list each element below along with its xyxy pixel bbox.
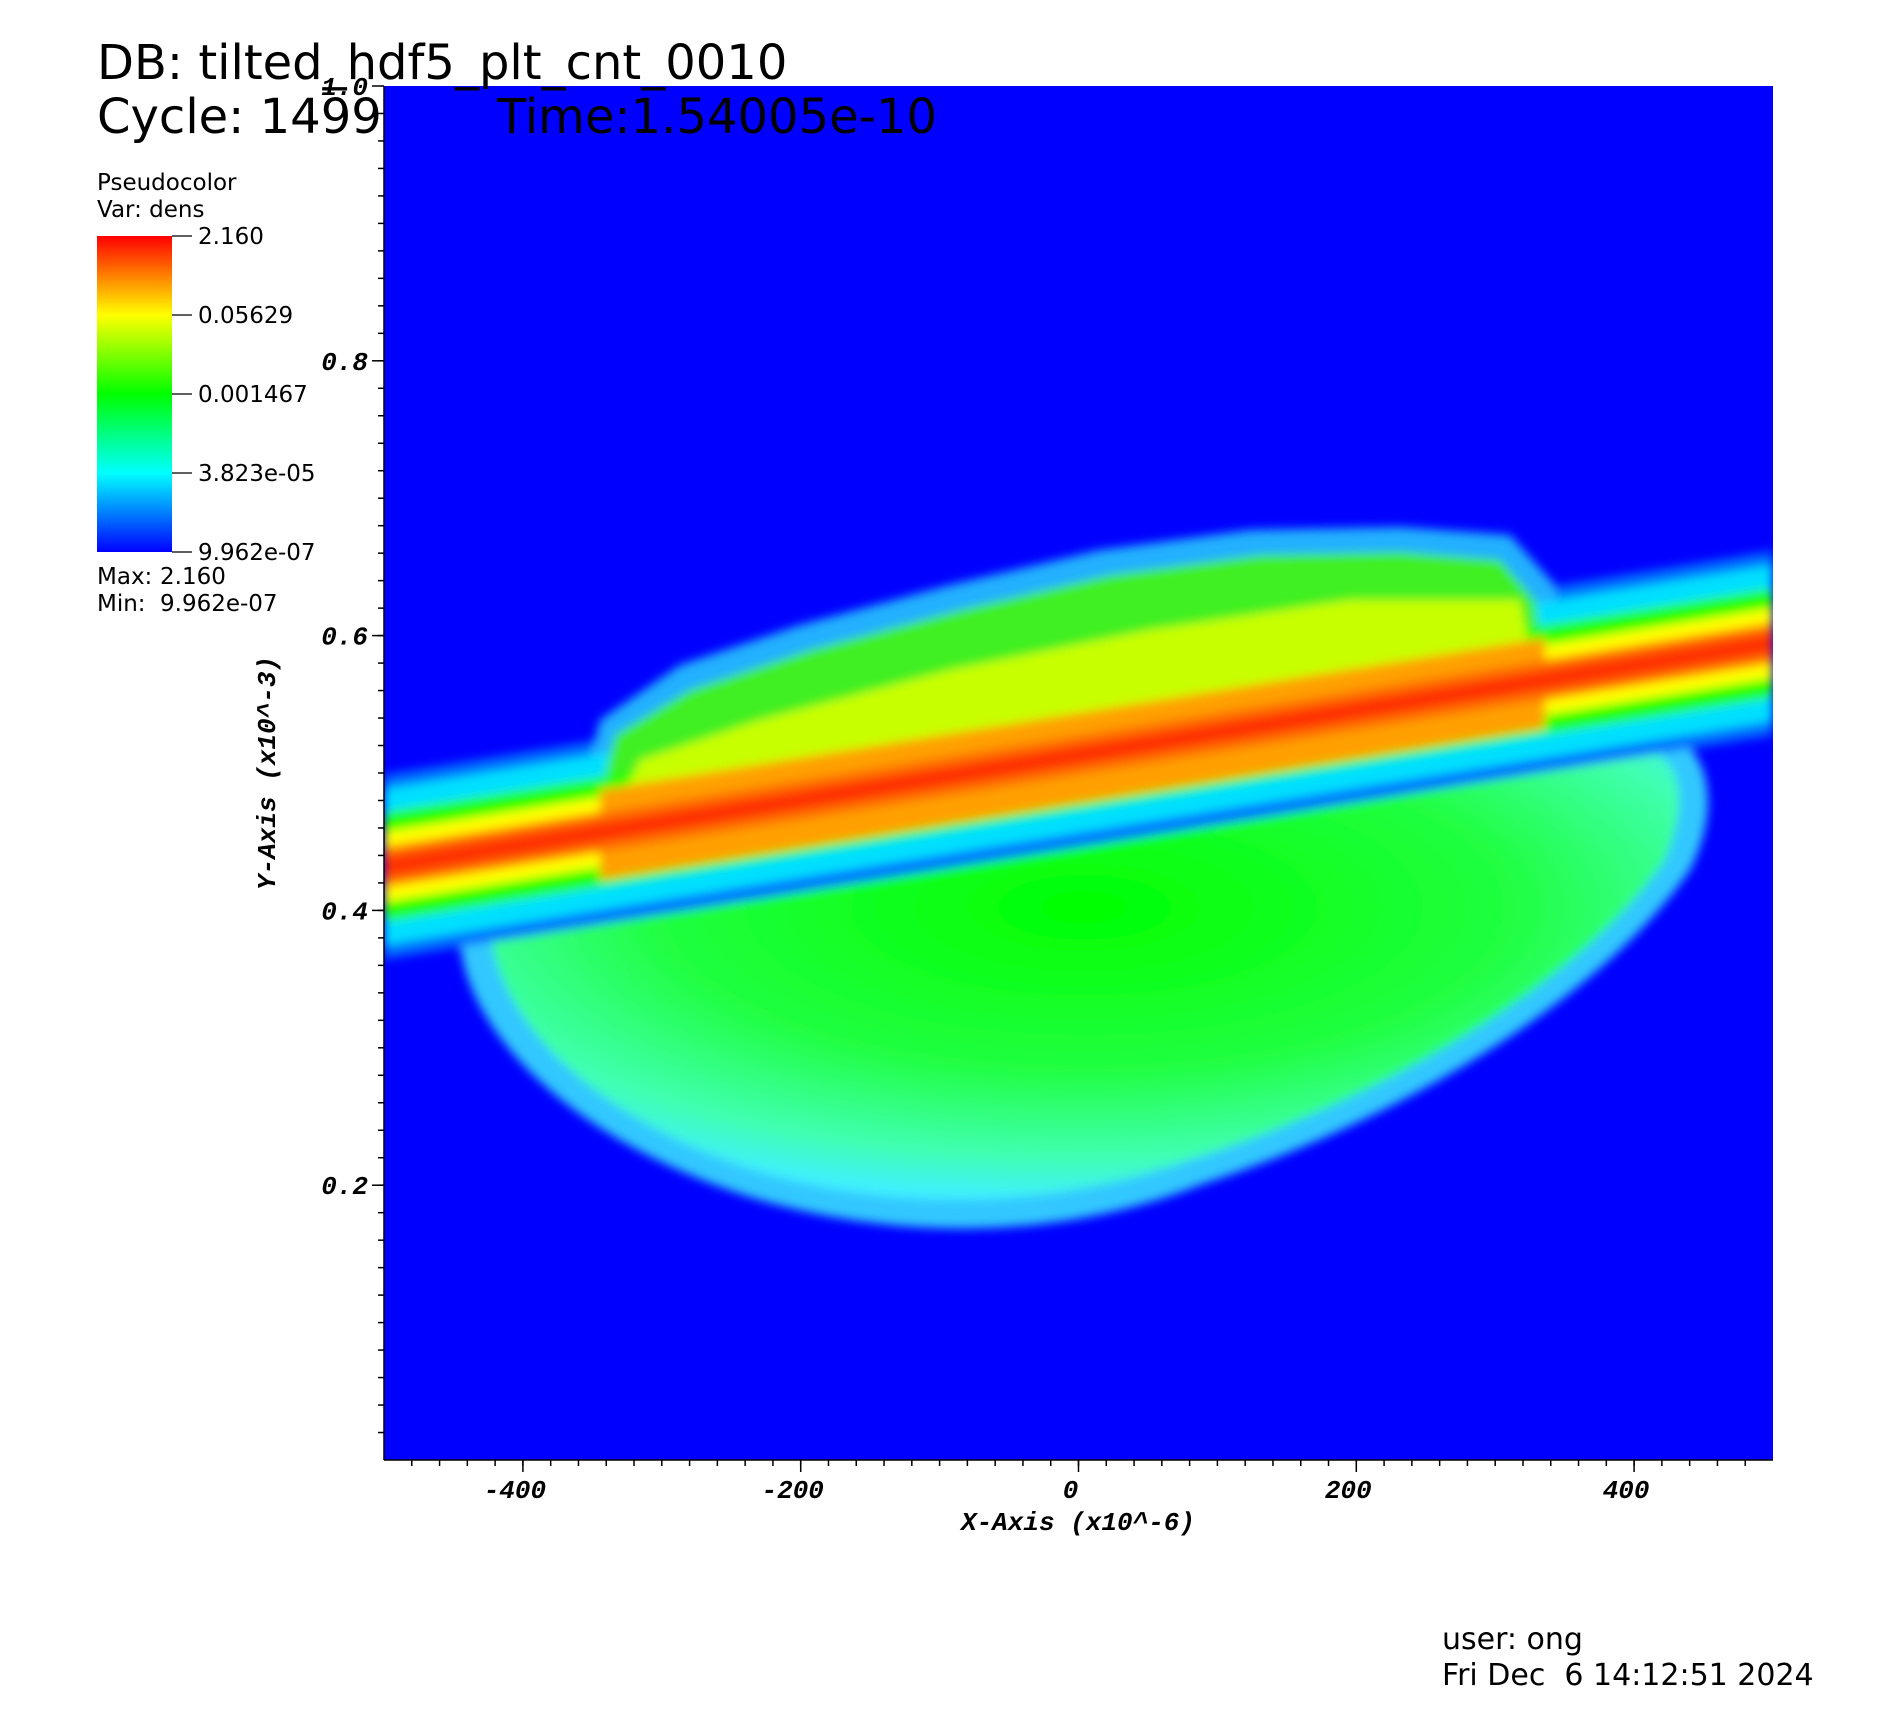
footer-user: user: ong [1442,1622,1583,1657]
legend-title: Pseudocolor [97,170,237,196]
y-tick-label: 0.8 [321,348,368,378]
x-tick-label: 200 [1325,1476,1372,1506]
x-tick-label: 400 [1603,1476,1650,1506]
db-title: DB: tilted_hdf5_plt_cnt_0010 [97,35,787,91]
density-field [384,527,1773,1229]
colorbar-tick-label: 0.05629 [198,303,293,329]
colorbar [97,236,172,552]
colorbar-tick-label: 2.160 [198,224,264,250]
y-tick-label: 0.2 [321,1172,368,1202]
colorbar-tick-label: 0.001467 [198,382,308,408]
x-tick-label: -200 [761,1476,823,1506]
x-tick-label: -400 [484,1476,546,1506]
colorbar-tick-label: 9.962e-07 [198,540,316,566]
y-axis-title: Y-Axis (x10^-3) [253,656,283,890]
colorbar-tick-label: 3.823e-05 [198,461,316,487]
footer-date: Fri Dec 6 14:12:51 2024 [1442,1658,1814,1693]
y-tick-label: 0.4 [321,897,368,927]
x-axis-title: X-Axis (x10^-6) [959,1508,1195,1538]
max-value: 2.160 [160,564,226,590]
legend-variable: Var: dens [97,197,204,223]
max-label: Max: [97,564,152,590]
blob-core [489,750,1680,1200]
y-tick-label: 0.6 [321,623,368,653]
cycle-label: Cycle: 1499 [97,89,382,145]
min-value: 9.962e-07 [160,591,278,617]
x-tick-label: 0 [1063,1476,1079,1506]
time-label: Time:1.54005e-10 [496,89,937,145]
y-tick-label: 1.0 [321,73,368,103]
min-label: Min: [97,591,146,617]
jet-red [384,633,1773,877]
